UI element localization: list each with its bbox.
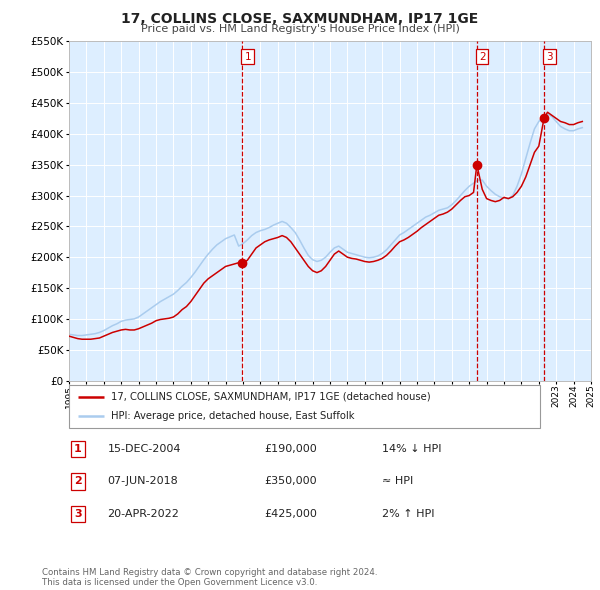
Text: 14% ↓ HPI: 14% ↓ HPI <box>382 444 442 454</box>
Text: 1: 1 <box>74 444 82 454</box>
Text: 1: 1 <box>244 51 251 61</box>
Text: 2: 2 <box>479 51 485 61</box>
Text: 2: 2 <box>74 477 82 486</box>
Text: 3: 3 <box>74 509 82 519</box>
Text: Contains HM Land Registry data © Crown copyright and database right 2024.
This d: Contains HM Land Registry data © Crown c… <box>42 568 377 587</box>
Text: 17, COLLINS CLOSE, SAXMUNDHAM, IP17 1GE: 17, COLLINS CLOSE, SAXMUNDHAM, IP17 1GE <box>121 12 479 26</box>
Text: Price paid vs. HM Land Registry's House Price Index (HPI): Price paid vs. HM Land Registry's House … <box>140 24 460 34</box>
Text: 3: 3 <box>546 51 553 61</box>
Text: £190,000: £190,000 <box>264 444 317 454</box>
Text: 17, COLLINS CLOSE, SAXMUNDHAM, IP17 1GE (detached house): 17, COLLINS CLOSE, SAXMUNDHAM, IP17 1GE … <box>112 392 431 402</box>
Text: £350,000: £350,000 <box>264 477 317 486</box>
FancyBboxPatch shape <box>69 385 540 428</box>
Text: 07-JUN-2018: 07-JUN-2018 <box>107 477 178 486</box>
Text: 15-DEC-2004: 15-DEC-2004 <box>107 444 181 454</box>
Text: ≈ HPI: ≈ HPI <box>382 477 413 486</box>
Text: HPI: Average price, detached house, East Suffolk: HPI: Average price, detached house, East… <box>112 411 355 421</box>
Text: 20-APR-2022: 20-APR-2022 <box>107 509 179 519</box>
Text: 2% ↑ HPI: 2% ↑ HPI <box>382 509 434 519</box>
Text: £425,000: £425,000 <box>264 509 317 519</box>
